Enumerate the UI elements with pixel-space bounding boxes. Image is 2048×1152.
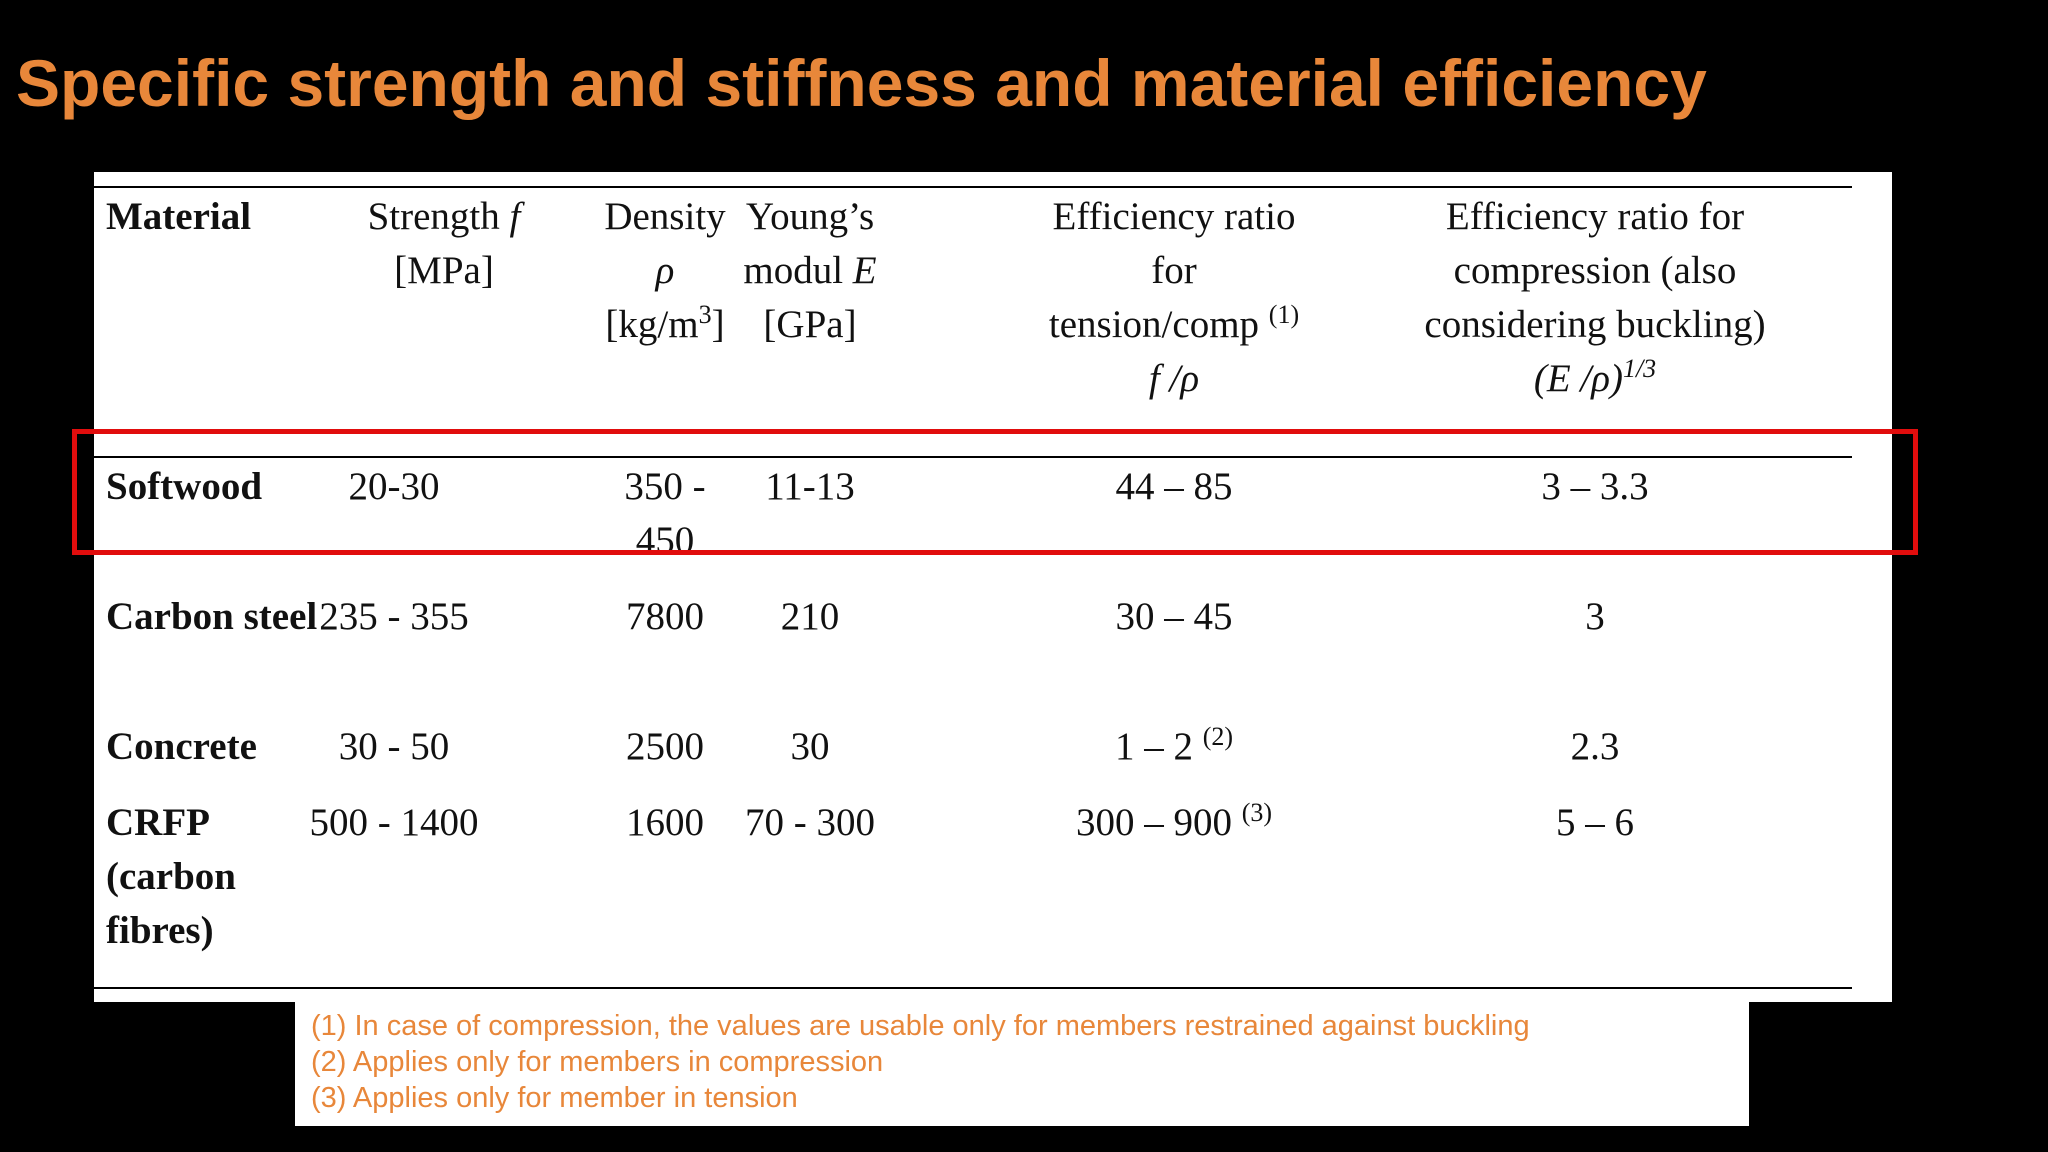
header-material: Material	[106, 195, 252, 238]
row-density-line1: 350 -	[624, 465, 706, 508]
row-eff-tc-value: 30 – 45	[1115, 595, 1233, 638]
header-eff-tc-line2: for	[1151, 249, 1197, 292]
header-bottom-rule	[94, 456, 1852, 458]
row-efficiency-compression: 3 – 3.3	[1541, 465, 1649, 508]
header-density-exponent: 3	[698, 300, 712, 329]
footnote-3: (3) Applies only for member in tension	[311, 1082, 798, 1114]
row-density: 1600	[626, 801, 704, 844]
header-eff-tc-line1: Efficiency ratio	[1052, 195, 1296, 238]
row-efficiency-tension: 300 – 900 (3)	[974, 796, 1374, 850]
row-eff-tc-value: 300 – 900	[1075, 801, 1232, 844]
header-density-label: Density	[604, 195, 726, 238]
slide-title: Specific strength and stiffness and mate…	[16, 46, 1707, 120]
row-eff-tc-value: 1 – 2	[1114, 725, 1193, 768]
header-modulus-label-2: modul	[743, 249, 844, 292]
header-efficiency-compression: Efficiency ratio for compression (also c…	[1345, 190, 1845, 406]
header-eff-c-line2: compression (also	[1453, 249, 1737, 292]
header-strength-label: Strength	[367, 195, 500, 238]
row-eff-tc-note: (3)	[1241, 798, 1273, 827]
footnote-2: (2) Applies only for members in compress…	[311, 1046, 884, 1078]
header-density-symbol: ρ	[655, 249, 675, 292]
row-material: Concrete	[106, 725, 257, 768]
table-top-rule	[94, 186, 1852, 188]
row-efficiency-tension: 1 – 2 (2)	[974, 720, 1374, 774]
row-modulus: 70 - 300	[745, 801, 875, 844]
header-modulus-label: Young’s	[745, 195, 875, 238]
header-density-unit-end: ]	[711, 303, 725, 346]
row-efficiency-tension: 30 – 45	[974, 590, 1374, 644]
header-eff-c-line1: Efficiency ratio for	[1445, 195, 1745, 238]
row-strength: 235 - 355	[319, 595, 469, 638]
header-eff-tc-formula: f /ρ	[1148, 357, 1200, 400]
header-eff-c-exponent: 1/3	[1622, 354, 1657, 383]
row-modulus: 30	[790, 725, 830, 768]
row-eff-tc-value: 44 – 85	[1115, 465, 1233, 508]
row-modulus: 11-13	[765, 465, 855, 508]
row-efficiency-compression: 5 – 6	[1556, 801, 1634, 844]
row-strength: 20-30	[348, 465, 440, 508]
row-efficiency-compression: 3	[1585, 595, 1605, 638]
header-modulus-unit: [GPa]	[763, 303, 857, 346]
header-strength: Strength f [MPa]	[239, 190, 649, 298]
header-strength-unit: [MPa]	[394, 249, 494, 292]
row-material: CRFP (carbon fibres)	[106, 796, 236, 958]
table-bottom-rule	[94, 987, 1852, 989]
row-material-line1: CRFP	[106, 801, 210, 844]
row-material-line2: (carbon	[106, 855, 236, 898]
row-strength: 500 - 1400	[309, 801, 479, 844]
row-efficiency-tension: 44 – 85	[974, 460, 1374, 514]
header-efficiency-tension: Efficiency ratio for tension/comp (1) f …	[974, 190, 1374, 406]
header-eff-c-formula: (E /ρ)	[1533, 357, 1623, 400]
row-material: Softwood	[106, 465, 263, 508]
header-density: Density ρ [kg/m3]	[520, 190, 810, 352]
footnotes: (1) In case of compression, the values a…	[295, 1002, 1749, 1126]
row-density-line2: 450	[635, 519, 695, 562]
footnote-1: (1) In case of compression, the values a…	[311, 1010, 1530, 1042]
row-strength: 30 - 50	[338, 725, 450, 768]
header-eff-tc-line3: tension/comp	[1048, 303, 1260, 346]
header-eff-tc-note: (1)	[1268, 300, 1300, 329]
row-density: 2500	[626, 725, 704, 768]
row-density: 7800	[626, 595, 704, 638]
row-material: Carbon steel	[106, 595, 318, 638]
material-comparison-table: Material Strength f [MPa] Density ρ [kg/…	[94, 172, 1892, 1002]
header-density-unit: [kg/m	[605, 303, 699, 346]
header-strength-symbol: f	[509, 195, 521, 238]
row-material-line3: fibres)	[106, 909, 214, 952]
row-modulus: 210	[780, 595, 840, 638]
row-eff-tc-note: (2)	[1202, 722, 1234, 751]
header-modulus: Young’s modul E [GPa]	[675, 190, 945, 352]
row-efficiency-compression: 2.3	[1570, 725, 1620, 768]
header-eff-c-line3: considering buckling)	[1424, 303, 1766, 346]
header-modulus-symbol: E	[852, 249, 877, 292]
